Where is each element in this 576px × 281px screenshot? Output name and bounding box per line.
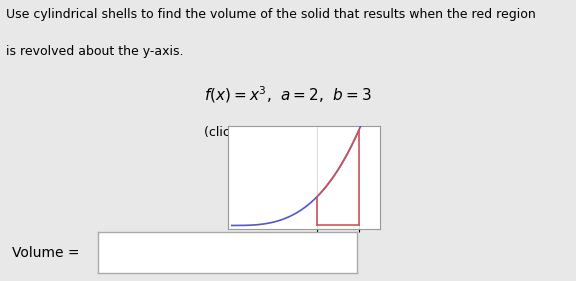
Text: Volume =: Volume = xyxy=(12,246,79,260)
Text: Use cylindrical shells to find the volume of the solid that results when the red: Use cylindrical shells to find the volum… xyxy=(6,8,536,21)
Text: is revolved about the y-axis.: is revolved about the y-axis. xyxy=(6,45,183,58)
Text: (click on image to enlarge): (click on image to enlarge) xyxy=(204,126,372,139)
Text: $f(x) = x^3$,  $a = 2$,  $b = 3$: $f(x) = x^3$, $a = 2$, $b = 3$ xyxy=(204,84,372,105)
